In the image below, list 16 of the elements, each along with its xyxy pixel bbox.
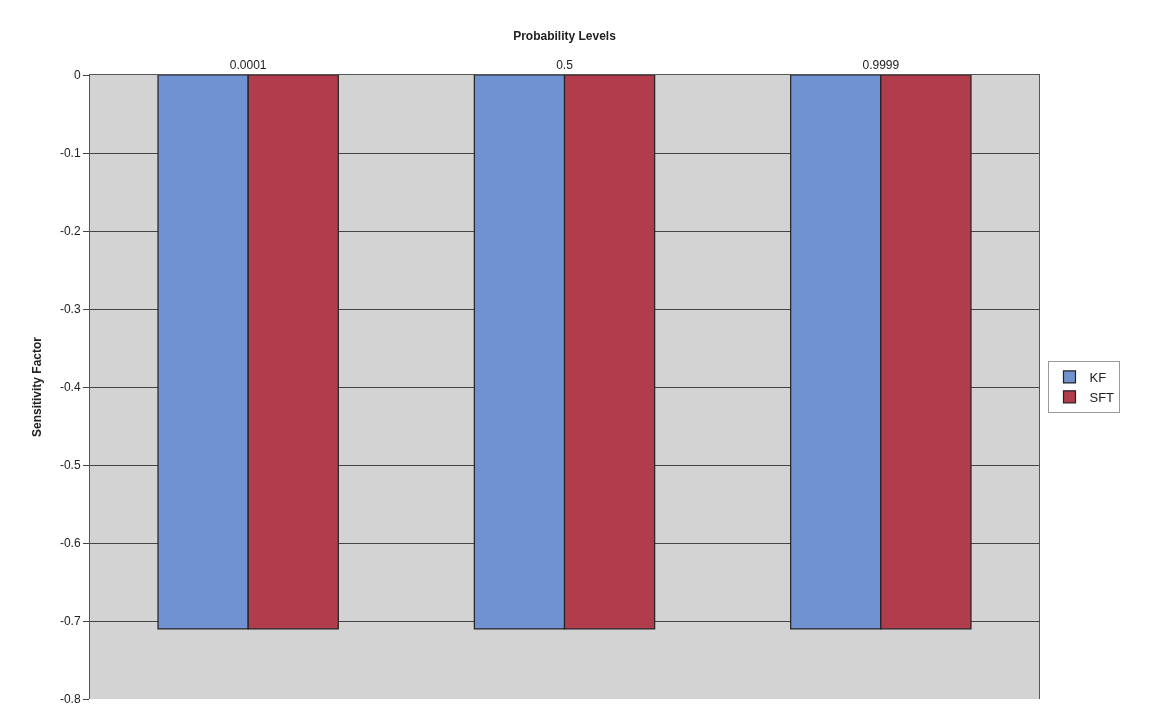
x-tick-label: 0.9999 (862, 58, 900, 73)
y-tick-label: -0.2 (59, 224, 81, 239)
legend-label: SFT (1089, 389, 1115, 405)
x-tick-label: 0.0001 (229, 58, 267, 73)
y-tick-label: -0.3 (59, 302, 81, 317)
y-axis-title: Sensitivity Factor (30, 336, 45, 438)
x-tick-label: 0.5 (556, 58, 574, 73)
y-tick-label: -0.1 (59, 146, 81, 161)
y-tick-label: 0 (73, 68, 81, 83)
y-tick-label: -0.7 (59, 614, 81, 629)
y-tick-label: -0.8 (59, 692, 81, 707)
x-axis-title: Probability Levels (513, 28, 617, 43)
y-tick-label: -0.4 (59, 380, 81, 395)
legend-label: KF (1089, 370, 1107, 386)
y-tick-label: -0.6 (59, 536, 81, 551)
y-tick-label: -0.5 (59, 458, 81, 473)
